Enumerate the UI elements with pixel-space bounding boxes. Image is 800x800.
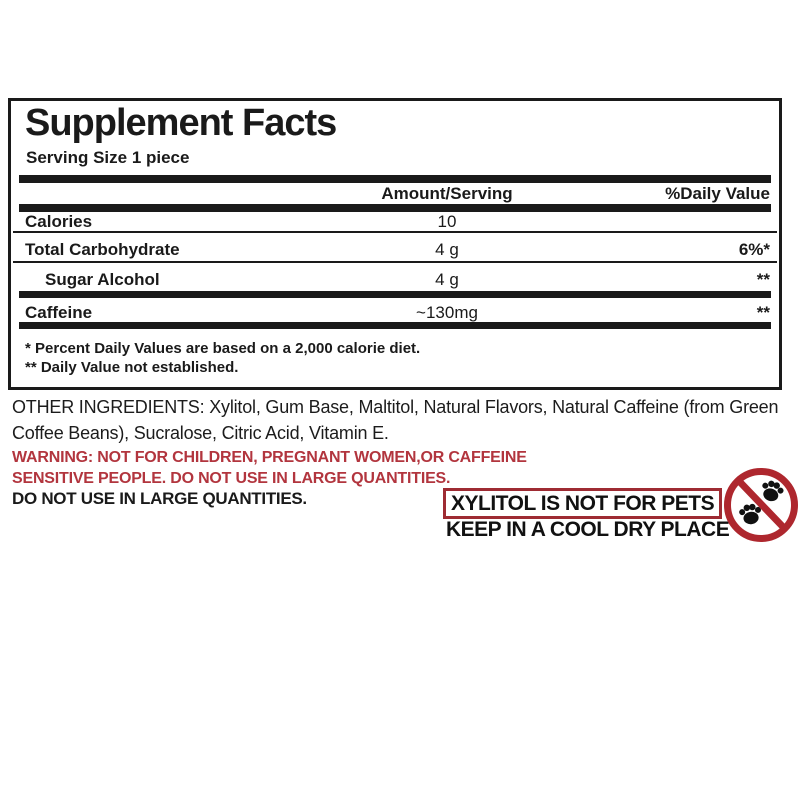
nutrient-amount: 4 g	[435, 240, 459, 259]
divider-bar	[19, 175, 771, 183]
nutrient-amount: ~130mg	[416, 303, 478, 322]
warning-text: WARNING: NOT FOR CHILDREN, PREGNANT WOME…	[12, 447, 527, 489]
nutrient-daily-value: **	[756, 270, 770, 289]
nutrient-daily-value: 6%*	[738, 240, 770, 259]
nutrient-row-calories: Calories 10	[11, 213, 779, 231]
nutrient-row-sugar-alcohol: Sugar Alcohol 4 g **	[11, 271, 779, 289]
divider-bar	[19, 291, 771, 298]
warning-line2: SENSITIVE PEOPLE. DO NOT USE IN LARGE QU…	[12, 470, 451, 487]
do-not-use-text: DO NOT USE IN LARGE QUANTITIES.	[12, 489, 307, 508]
other-ingredients-line2: Coffee Beans), Sucralose, Citric Acid, V…	[12, 423, 389, 443]
other-ingredients: OTHER INGREDIENTS: Xylitol, Gum Base, Ma…	[12, 394, 782, 446]
footnote-not-established: ** Daily Value not established.	[25, 359, 239, 376]
footnote-daily-values: * Percent Daily Values are based on a 2,…	[25, 340, 421, 357]
divider-thin	[13, 231, 777, 233]
nutrient-name: Calories	[25, 212, 93, 231]
no-pets-icon	[724, 468, 798, 542]
footnotes: * Percent Daily Values are based on a 2,…	[25, 339, 420, 377]
nutrient-amount: 4 g	[435, 270, 459, 289]
column-header-row: Amount/Serving %Daily Value	[11, 185, 779, 203]
serving-size: Serving Size 1 piece	[26, 148, 190, 167]
other-ingredients-line1: OTHER INGREDIENTS: Xylitol, Gum Base, Ma…	[12, 397, 779, 417]
nutrient-name: Sugar Alcohol	[45, 270, 160, 289]
nutrient-name: Caffeine	[25, 303, 93, 322]
keep-cool-text: KEEP IN A COOL DRY PLACE	[446, 518, 730, 541]
nutrient-name: Total Carbohydrate	[25, 240, 180, 259]
nutrient-row-total-carbohydrate: Total Carbohydrate 4 g 6%*	[11, 241, 779, 259]
paw-icon	[739, 480, 784, 525]
nutrient-daily-value: **	[756, 303, 770, 322]
nutrient-row-caffeine: Caffeine ~130mg **	[11, 304, 779, 322]
supplement-facts-title: Supplement Facts	[25, 102, 337, 144]
prohibition-circle-icon	[724, 468, 798, 542]
divider-thin	[13, 261, 777, 263]
supplement-facts-panel: Supplement Facts Serving Size 1 piece Am…	[8, 98, 782, 390]
column-header-daily-value: %Daily Value	[665, 184, 770, 203]
column-header-amount: Amount/Serving	[381, 184, 513, 203]
xylitol-pets-box: XYLITOL IS NOT FOR PETS	[443, 488, 723, 519]
nutrient-amount: 10	[437, 212, 457, 231]
divider-bar	[19, 204, 771, 212]
divider-bar	[19, 322, 771, 329]
warning-line1: WARNING: NOT FOR CHILDREN, PREGNANT WOME…	[12, 449, 527, 466]
